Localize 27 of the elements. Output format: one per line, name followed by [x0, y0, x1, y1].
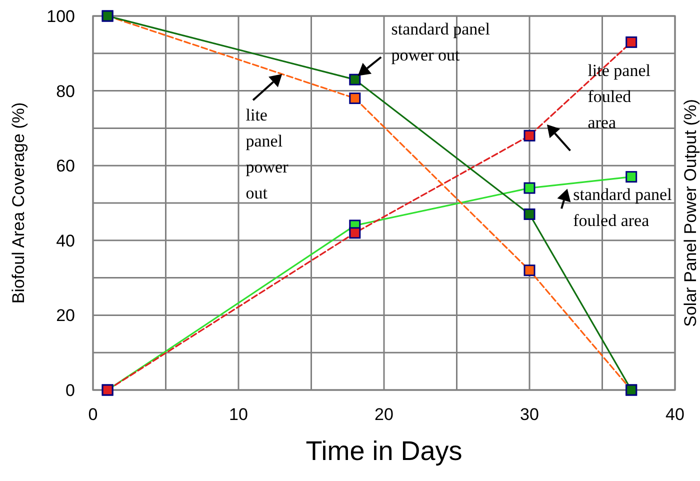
y-tick-label: 40 [56, 231, 75, 250]
series-label: lite panel power out [246, 106, 289, 203]
point [524, 264, 536, 276]
x-tick-label: 0 [88, 405, 98, 424]
point [524, 182, 536, 194]
x-axis-title: Time in Days [306, 436, 462, 466]
series-label: standard panel fouled area [573, 185, 672, 230]
x-tick-label: 40 [666, 405, 684, 424]
point [349, 74, 361, 86]
x-tick-label: 10 [229, 405, 248, 424]
point [626, 171, 638, 183]
y2-axis-title: Solar Panel Power Output (%) [681, 99, 700, 327]
series-label: standard panel power out [391, 20, 490, 65]
y-tick-label: 80 [56, 82, 75, 101]
point [524, 208, 536, 220]
y-tick-label: 0 [66, 381, 75, 400]
x-tick-label: 20 [374, 405, 394, 424]
y-tick-label: 60 [56, 156, 75, 176]
series-label: lite panel fouled area [588, 60, 651, 132]
point [524, 130, 536, 142]
point [349, 92, 361, 104]
y-tick-label: 100 [46, 7, 75, 26]
y-tick-label: 20 [56, 306, 75, 326]
y-axis-title: Biofoul Area Coverage (%) [9, 102, 28, 304]
point [626, 36, 638, 48]
x-tick-label: 30 [520, 405, 539, 424]
point [349, 227, 361, 239]
